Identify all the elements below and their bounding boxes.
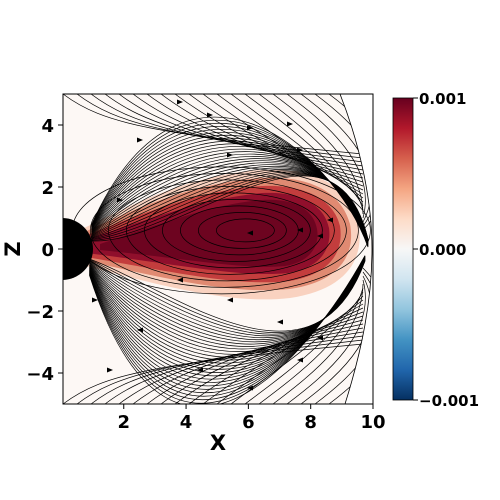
x-tick-label: 8 [304, 412, 317, 433]
streamline-arrow [107, 367, 113, 373]
colorbar-tick-label: 0.000 [419, 241, 466, 259]
streamline-arrow [287, 121, 293, 127]
streamline [90, 94, 364, 163]
y-tick-label: −2 [26, 302, 54, 323]
streamline-arrow [247, 125, 253, 131]
streamline [286, 94, 366, 219]
streamline [244, 291, 364, 404]
streamline-arrow [227, 297, 233, 303]
x-tick-label: 4 [180, 412, 193, 433]
streamline [272, 283, 364, 404]
colorbar: 0.001 0.000 −0.001 [392, 90, 479, 410]
x-tick-label: 6 [242, 412, 255, 433]
streamline [286, 279, 366, 404]
streamline [91, 116, 369, 248]
x-axis-label: X [210, 431, 226, 455]
streamline-arrow [247, 385, 253, 391]
streamline-arrow [137, 137, 143, 143]
streamline-arrow [177, 99, 183, 105]
streamline [258, 94, 364, 211]
streamline [244, 94, 364, 207]
streamline [230, 94, 364, 203]
streamline-arrow [247, 230, 253, 236]
streamline-arrow [317, 335, 323, 341]
y-axis-label: Z [1, 241, 25, 256]
streamline-arrow [297, 357, 303, 363]
y-tick-label: 4 [41, 116, 54, 137]
colorbar-tick-label: −0.001 [419, 392, 479, 410]
streamline-arrow [117, 197, 123, 203]
streamline-arrow [317, 233, 323, 239]
streamline [104, 331, 364, 404]
streamline-arrow [297, 147, 303, 153]
streamline [216, 94, 364, 199]
central-body [63, 218, 93, 280]
streamline-arrow [277, 319, 283, 325]
y-tick-label: 2 [41, 178, 54, 199]
colorbar-gradient [392, 97, 414, 401]
x-tick-label: 2 [117, 412, 130, 433]
streamline [144, 192, 323, 269]
colorbar-ticks: 0.001 0.000 −0.001 [413, 90, 479, 410]
streamline-arrow [297, 227, 303, 233]
streamline [104, 94, 364, 167]
streamline [198, 212, 287, 249]
streamline [63, 94, 364, 155]
streamline [76, 339, 364, 404]
streamline-arrow [227, 152, 233, 158]
y-tick-label: −4 [26, 364, 54, 385]
x-axis: 2 4 6 8 10 [117, 404, 386, 433]
streamline [272, 94, 364, 215]
streamline-arrow [137, 327, 143, 333]
streamline [63, 343, 364, 404]
streamline-arrow [92, 297, 98, 303]
streamline [258, 287, 364, 404]
streamline [328, 267, 373, 404]
streamline [90, 335, 364, 404]
streamline [76, 94, 364, 159]
streamline [216, 299, 364, 404]
streamline [328, 94, 373, 231]
streamline [118, 327, 364, 404]
streamline-arrow [177, 277, 183, 283]
y-tick-label: 0 [41, 240, 54, 261]
streamline [230, 295, 364, 404]
streamline [108, 179, 347, 282]
streamline-arrow [207, 112, 213, 118]
x-tick-label: 10 [360, 412, 385, 433]
streamline [89, 255, 366, 404]
y-axis: 4 2 0 −2 −4 [26, 116, 63, 385]
streamline-arrow [327, 217, 333, 223]
streamline-arrow [197, 367, 203, 373]
colorbar-tick-label: 0.001 [419, 90, 466, 108]
streamline [118, 94, 364, 171]
plot-area [63, 94, 373, 404]
streamline [216, 218, 275, 243]
streamline [162, 199, 311, 262]
